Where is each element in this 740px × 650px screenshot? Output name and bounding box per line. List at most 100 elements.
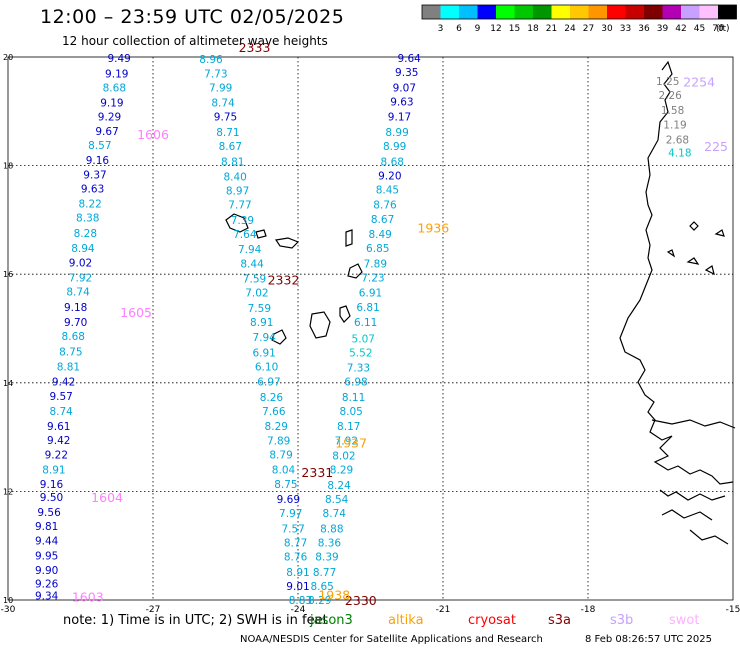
swh-value: 8.24 xyxy=(327,480,351,492)
colorbar-swatch xyxy=(625,5,644,19)
lon-tick-label: -21 xyxy=(436,605,451,615)
track-1603: 9.349.26 9.90 9.95 9.44 9.81 9.56 9.509.16 8.91… xyxy=(35,377,104,605)
swh-value: 7.59 xyxy=(248,303,271,315)
pass-time-label: 1604 xyxy=(91,490,123,505)
footer-note: note: 1) Time is in UTC; 2) SWH is in fe… xyxy=(63,613,699,628)
lat-tick-label: 12 xyxy=(3,487,13,496)
colorbar-unit: (ft) xyxy=(716,24,730,34)
lon-tick-label: -18 xyxy=(581,605,596,615)
swh-value: 4.18 xyxy=(668,148,691,160)
track-1606: 9.67 9.29 9.19 8.68 9.19 9.49 1606 xyxy=(95,53,169,142)
swh-value: 6.85 xyxy=(366,243,389,255)
swh-value: 7.92 xyxy=(69,272,92,284)
legend-cryosat: cryosat xyxy=(468,613,516,628)
swh-value: 9.22 xyxy=(45,449,68,461)
swh-value: 9.35 xyxy=(395,67,418,79)
swh-value: 8.67 xyxy=(219,141,242,153)
swh-value: 8.76 xyxy=(373,200,397,212)
legend-swot: swot xyxy=(669,613,700,628)
swh-value: 1.19 xyxy=(663,119,686,131)
pass-time-label: 1938 xyxy=(318,588,350,603)
colorbar-swatch xyxy=(570,5,589,19)
lat-tick-label: 16 xyxy=(3,270,13,279)
swh-value: 7.89 xyxy=(267,435,290,447)
swh-value: 9.34 xyxy=(35,591,59,603)
swh-value: 7.89 xyxy=(364,258,387,270)
swh-value: 7.02 xyxy=(245,288,268,300)
colorbar-swatch xyxy=(514,5,533,19)
cape-verde-island-santiago xyxy=(309,311,331,339)
track-2332: 8.44 7.59 7.02 7.59 8.91 7.94 6.91 6.10 6.97 8.26… xyxy=(240,258,299,476)
swh-value: 9.70 xyxy=(64,317,87,329)
colorbar-label: 9 xyxy=(475,24,481,34)
track-2333: 8.96 7.73 7.99 8.74 9.75 8.71 8.67 8.81 8.40 8.97… xyxy=(199,40,270,256)
swh-value: 8.39 xyxy=(315,552,338,564)
swh-value: 7.99 xyxy=(209,82,232,94)
swh-value: 9.16 xyxy=(40,479,64,491)
generated-time: 8 Feb 08:26:57 UTC 2025 xyxy=(585,634,712,645)
colorbar-label: 27 xyxy=(583,24,594,34)
track-2254: 1.25 2.26 1.58 1.19 2.684.18 2254 xyxy=(656,74,715,159)
swh-value: 9.29 xyxy=(98,112,121,124)
colorbar-swatch xyxy=(644,5,663,19)
track-1604: 1604 xyxy=(91,490,123,505)
lat-tick-label: 20 xyxy=(3,53,13,62)
colorbar-swatch xyxy=(459,5,478,19)
colorbar-label: 12 xyxy=(490,24,501,34)
lon-tick-label: -27 xyxy=(146,605,161,615)
cape-verde-island-sao-vicente xyxy=(255,229,267,239)
swh-value: 7.64 xyxy=(233,229,257,241)
pass-time-label: 2331 xyxy=(301,465,333,480)
colorbar-swatch xyxy=(718,5,737,19)
swh-value: 2.26 xyxy=(658,90,682,102)
colorbar-label: 70 xyxy=(712,24,724,34)
pass-time-label: 1936 xyxy=(417,221,449,236)
swh-value: 6.91 xyxy=(252,347,275,359)
legend-altika: altika xyxy=(388,613,424,628)
swh-value: 8.28 xyxy=(74,228,97,240)
swh-value: 8.40 xyxy=(223,171,246,183)
swh-value: 9.61 xyxy=(47,421,70,433)
track-2331: 8.75 9.69 7.97 7.57 8.77 8.76 8.91 9.01 8.83 2331 xyxy=(274,465,333,607)
colorbar-swatch xyxy=(607,5,626,19)
swh-value: 2.68 xyxy=(666,135,689,147)
swh-value: 8.11 xyxy=(342,392,365,404)
swh-value: 9.16 xyxy=(86,155,110,167)
swh-value: 8.74 xyxy=(323,508,347,520)
swh-value: 8.45 xyxy=(376,184,399,196)
swh-value: 8.65 xyxy=(310,581,333,593)
swh-value: 9.17 xyxy=(388,112,411,124)
swh-value: 8.29 xyxy=(330,465,353,477)
swh-value: 8.49 xyxy=(368,229,391,241)
colorbar-label: 39 xyxy=(657,24,669,34)
pass-time-label: 2332 xyxy=(268,273,300,288)
lon-tick-label: -24 xyxy=(291,605,306,615)
swh-value: 8.77 xyxy=(284,537,307,549)
colorbar-swatch xyxy=(699,5,718,19)
swh-value: 7.66 xyxy=(262,406,286,418)
swh-value: 9.19 xyxy=(105,68,128,80)
colorbar-label: 36 xyxy=(638,24,650,34)
colorbar-swatch xyxy=(422,5,441,19)
swh-value: 8.57 xyxy=(88,140,111,152)
swh-value: 7.97 xyxy=(279,508,302,520)
colorbar-label: 3 xyxy=(438,24,444,34)
swh-value: 9.42 xyxy=(52,377,75,389)
track-1937: 5.07 5.52 7.33 6.98 8.11 8.05 8.17 7.92 8.02 8.29… xyxy=(308,333,375,607)
swh-value: 8.81 xyxy=(221,156,244,168)
swh-value: 8.67 xyxy=(371,214,394,226)
lat-lon-grid: 20 18 16 14 12 10-30 -27 -24 -21 -18 -15 xyxy=(1,53,740,615)
colorbar-swatch xyxy=(588,5,607,19)
credit-line: NOAA/NESDIS Center for Satellite Applica… xyxy=(240,634,543,645)
lon-tick-label: -15 xyxy=(726,605,740,615)
swh-value: 8.68 xyxy=(381,156,404,168)
pass-time-label: 1605 xyxy=(120,305,152,320)
swh-value: 6.91 xyxy=(359,288,382,300)
colorbar-label: 6 xyxy=(456,24,462,34)
swh-value: 6.11 xyxy=(354,317,377,329)
colorbar-label: 24 xyxy=(564,24,576,34)
swh-value: 9.50 xyxy=(40,492,63,504)
colorbar-swatch xyxy=(533,5,552,19)
colorbar-label: 42 xyxy=(675,24,686,34)
